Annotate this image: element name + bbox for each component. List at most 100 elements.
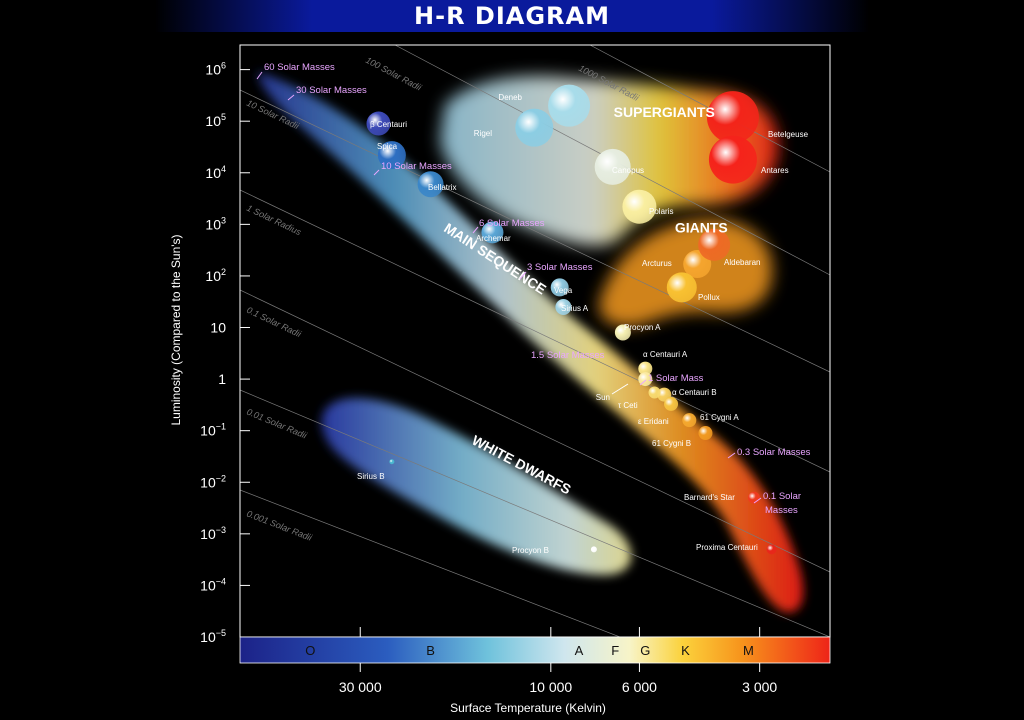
y-tick-label: 102 [205, 267, 226, 284]
star-label: α Centauri A [643, 350, 688, 359]
main-sequence-band [258, 72, 804, 613]
mass-label: 0.1 Solar [763, 491, 801, 502]
star-label: Procyon A [624, 323, 661, 332]
mass-label-tick [639, 379, 647, 386]
star-point [389, 459, 395, 465]
mass-label-tick [727, 452, 736, 459]
mass-label: 30 Solar Masses [296, 85, 367, 96]
white-dwarf-band [321, 398, 632, 575]
mass-label-tick [256, 71, 263, 80]
star-label: α Centauri B [672, 388, 717, 397]
radius-line-label: 0.01 Solar Radii [245, 407, 309, 441]
mass-label-tick [753, 497, 762, 504]
mass-label-tick [519, 271, 527, 280]
star-point [747, 491, 760, 504]
star-label: Proxima Centauri [696, 543, 758, 552]
mass-label: 60 Solar Masses [264, 62, 335, 73]
star-label: Aldebaran [724, 258, 760, 267]
y-tick-label: 10 [210, 320, 226, 336]
star-point [550, 278, 569, 297]
star-points: β Centauri Spica Bellatrix Archemar Vega Siri… [357, 84, 809, 555]
spectral-class-label: B [426, 643, 435, 658]
radius-line-label: 100 Solar Radii [364, 55, 424, 93]
mass-label: Masses [765, 505, 798, 516]
star-point [377, 141, 406, 170]
star-point [638, 372, 653, 387]
x-tick-label: 6 000 [622, 679, 657, 695]
x-axis-ticks: 30 000 10 000 6 000 3 000 [339, 627, 777, 695]
y-tick-label: 1 [218, 371, 226, 387]
title-banner: H-R DIAGRAM [155, 0, 869, 32]
x-tick-label: 3 000 [742, 679, 777, 695]
mass-label: 1 Solar Mass [648, 373, 704, 384]
star-point [594, 148, 631, 185]
star-label: Rigel [474, 129, 492, 138]
star-point [664, 396, 679, 411]
star-point [548, 84, 591, 127]
mass-label: 6 Solar Masses [479, 218, 545, 229]
star-point [648, 386, 661, 399]
star-label: Bellatrix [428, 183, 456, 192]
star-label: Betelgeuse [768, 130, 809, 139]
y-tick-label: 105 [205, 112, 226, 129]
x-tick-label: 10 000 [529, 679, 572, 695]
radius-line [240, 389, 830, 637]
star-point [555, 298, 572, 315]
star-point [481, 221, 504, 244]
star-point [766, 544, 777, 555]
region-label: SUPERGIANTS [614, 104, 715, 120]
star-point [638, 361, 653, 376]
mass-labels: 60 Solar Masses 30 Solar Masses 10 Solar M… [256, 62, 811, 516]
star-label: 61 Cygni A [700, 413, 739, 422]
y-tick-label: 10−5 [200, 628, 226, 645]
star-label: Sirius B [357, 472, 385, 481]
star-point [515, 108, 554, 147]
star-label: Barnard's Star [684, 493, 735, 502]
spectral-class-label: A [575, 643, 584, 658]
star-point [698, 426, 713, 441]
star-label: τ Ceti [618, 401, 638, 410]
star-point [590, 546, 597, 553]
y-tick-label: 10−2 [200, 473, 226, 490]
star-label: Canopus [612, 166, 644, 175]
mass-label: 10 Solar Masses [381, 161, 452, 172]
mass-label: 0.3 Solar Masses [737, 447, 811, 458]
mass-label-tick [287, 94, 295, 101]
star-point [417, 171, 444, 198]
y-tick-label: 104 [205, 164, 226, 181]
radius-line-label: 1 Solar Radius [245, 203, 303, 238]
y-tick-label: 106 [205, 61, 226, 78]
spectral-class-label: M [743, 643, 754, 658]
y-tick-label: 10−3 [200, 525, 226, 542]
star-label: β Centauri [370, 120, 407, 129]
spectral-class-label: K [681, 643, 690, 658]
star-label: ε Eridani [638, 417, 669, 426]
star-label: Deneb [498, 93, 522, 102]
x-axis-label: Surface Temperature (Kelvin) [450, 701, 606, 715]
star-point [614, 324, 631, 341]
radius-line [240, 89, 830, 373]
star-label: Archemar [476, 234, 511, 243]
star-point [706, 91, 759, 144]
radius-line [240, 189, 830, 473]
star-label: Spica [377, 142, 398, 151]
y-tick-label: 103 [205, 215, 226, 232]
star-point [708, 135, 757, 184]
mass-label-tick [472, 226, 479, 234]
star-point [682, 413, 697, 428]
mass-label: 1.5 Solar Masses [531, 350, 605, 361]
star-label: Vega [554, 286, 573, 295]
spectral-class-label: O [305, 643, 315, 658]
radius-line-label: 0.1 Solar Radii [245, 305, 303, 340]
giant-band [599, 219, 773, 327]
spectral-class-label: F [611, 643, 619, 658]
star-label: Procyon B [512, 546, 549, 555]
y-axis-label: Luminosity (Compared to the Sun's) [169, 234, 183, 425]
star-label: Sun [596, 393, 610, 402]
star-label: Arcturus [642, 259, 672, 268]
y-tick-label: 10−1 [200, 422, 226, 439]
spectral-class-label: G [640, 643, 650, 658]
